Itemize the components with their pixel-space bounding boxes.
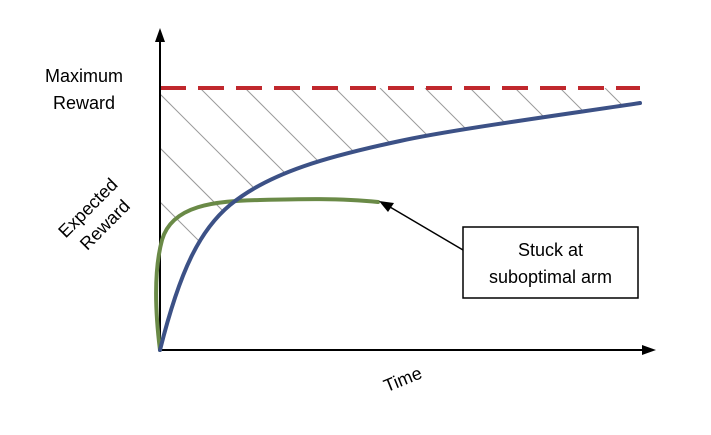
- maximum-reward-label-line2: Reward: [53, 93, 115, 113]
- callout-box: [462, 226, 639, 299]
- y-axis-arrow-icon: [155, 28, 165, 42]
- time-label: Time: [381, 363, 425, 396]
- suboptimal-arm-curve: [154, 197, 380, 352]
- maximum-reward-label-line1: Maximum: [45, 66, 123, 86]
- expected-reward-label: Expected Reward: [54, 174, 134, 254]
- callout-text-line1: Stuck at: [518, 240, 583, 260]
- callout-arrow: [389, 206, 464, 251]
- callout-arrowhead-icon: [379, 201, 394, 212]
- optimal-arm-curve: [158, 101, 642, 352]
- callout-text-line2: suboptimal arm: [489, 267, 612, 287]
- x-axis-arrow-icon: [642, 345, 656, 355]
